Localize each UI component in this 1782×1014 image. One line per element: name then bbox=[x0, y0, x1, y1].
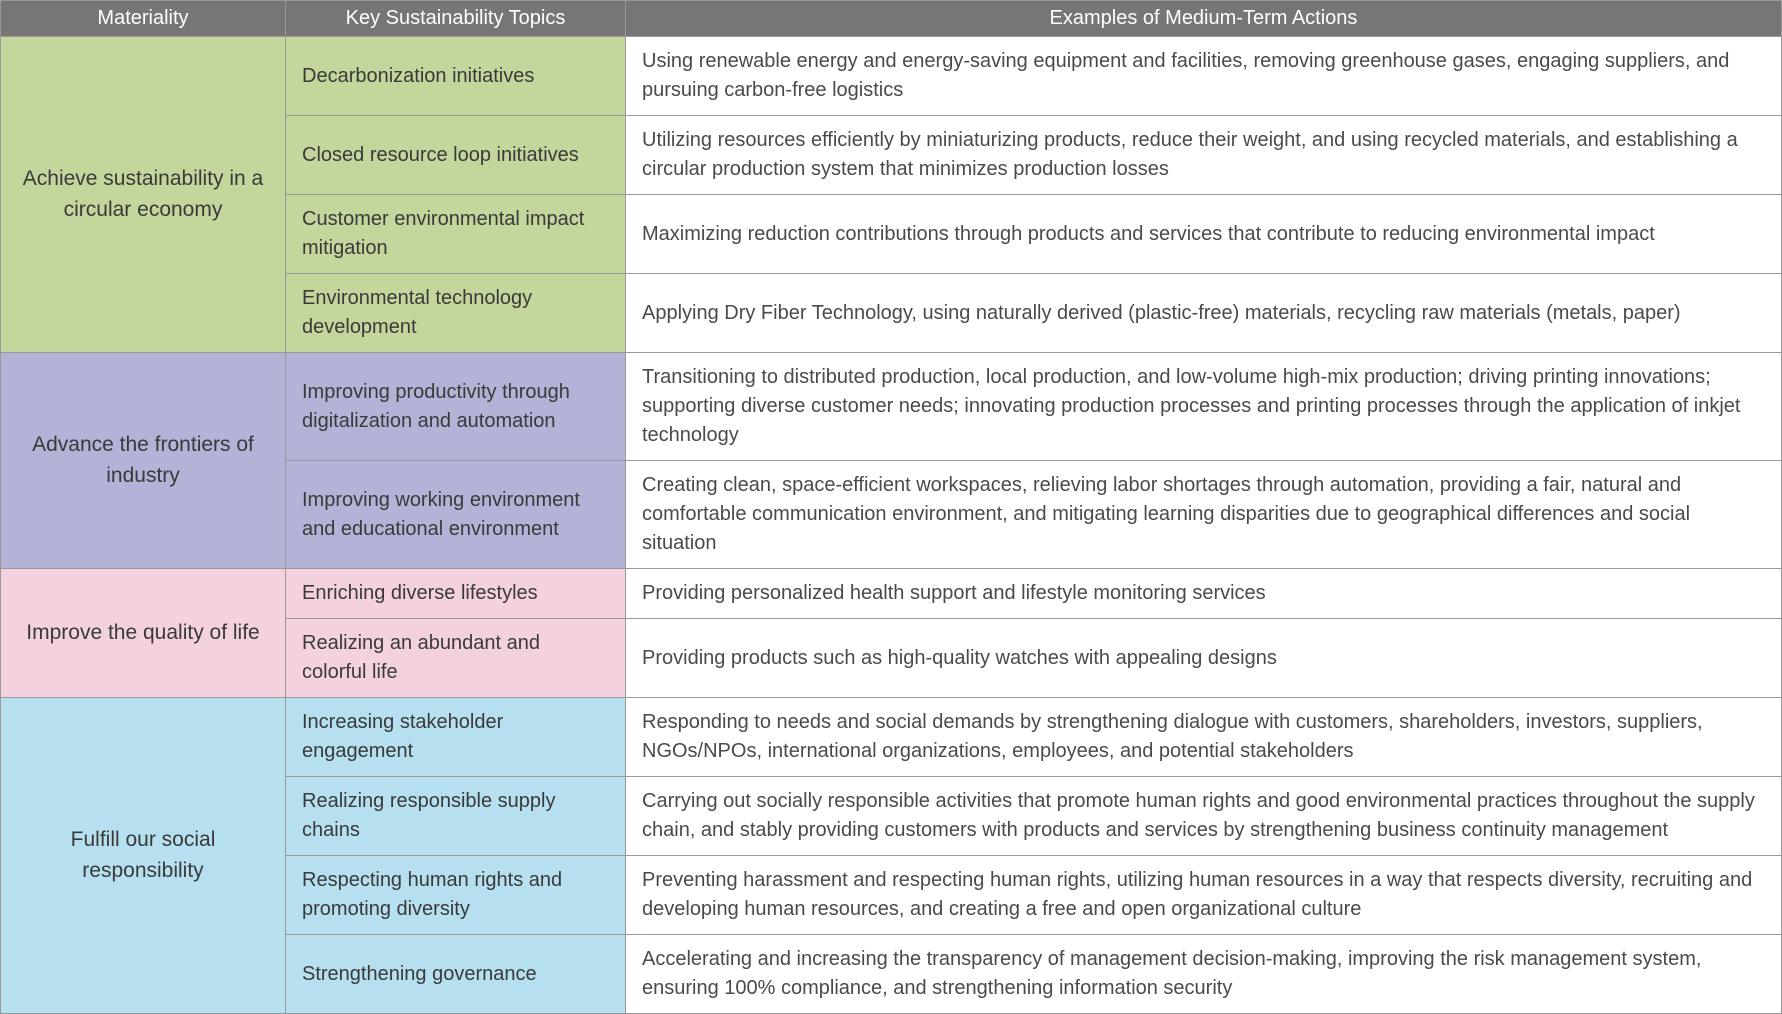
table-header: Materiality Key Sustainability Topics Ex… bbox=[1, 1, 1782, 37]
example-cell: Maximizing reduction contributions throu… bbox=[626, 195, 1782, 274]
topic-cell: Respecting human rights and promoting di… bbox=[286, 856, 626, 935]
materiality-cell: Improve the quality of life bbox=[1, 569, 286, 698]
example-cell: Preventing harassment and respecting hum… bbox=[626, 856, 1782, 935]
header-row: Materiality Key Sustainability Topics Ex… bbox=[1, 1, 1782, 37]
example-cell: Utilizing resources efficiently by minia… bbox=[626, 116, 1782, 195]
example-cell: Responding to needs and social demands b… bbox=[626, 698, 1782, 777]
example-cell: Providing personalized health support an… bbox=[626, 569, 1782, 619]
topic-cell: Enriching diverse lifestyles bbox=[286, 569, 626, 619]
example-cell: Transitioning to distributed production,… bbox=[626, 353, 1782, 461]
header-materiality: Materiality bbox=[1, 1, 286, 37]
topic-cell: Realizing responsible supply chains bbox=[286, 777, 626, 856]
topic-cell: Realizing an abundant and colorful life bbox=[286, 619, 626, 698]
example-cell: Creating clean, space-efficient workspac… bbox=[626, 461, 1782, 569]
topic-cell: Strengthening governance bbox=[286, 935, 626, 1014]
topic-cell: Closed resource loop initiatives bbox=[286, 116, 626, 195]
header-topics: Key Sustainability Topics bbox=[286, 1, 626, 37]
example-cell: Providing products such as high-quality … bbox=[626, 619, 1782, 698]
topic-cell: Environmental technology development bbox=[286, 274, 626, 353]
table-row: Fulfill our social responsibilityIncreas… bbox=[1, 698, 1782, 777]
materiality-cell: Advance the frontiers of industry bbox=[1, 353, 286, 569]
table-row: Achieve sustainability in a circular eco… bbox=[1, 37, 1782, 116]
example-cell: Applying Dry Fiber Technology, using nat… bbox=[626, 274, 1782, 353]
topic-cell: Customer environmental impact mitigation bbox=[286, 195, 626, 274]
topic-cell: Improving working environment and educat… bbox=[286, 461, 626, 569]
sustainability-table: Materiality Key Sustainability Topics Ex… bbox=[0, 0, 1782, 1014]
header-examples: Examples of Medium-Term Actions bbox=[626, 1, 1782, 37]
table-body: Achieve sustainability in a circular eco… bbox=[1, 37, 1782, 1014]
materiality-cell: Fulfill our social responsibility bbox=[1, 698, 286, 1014]
materiality-cell: Achieve sustainability in a circular eco… bbox=[1, 37, 286, 353]
example-cell: Using renewable energy and energy-saving… bbox=[626, 37, 1782, 116]
table-row: Improve the quality of lifeEnriching div… bbox=[1, 569, 1782, 619]
example-cell: Carrying out socially responsible activi… bbox=[626, 777, 1782, 856]
table-row: Advance the frontiers of industryImprovi… bbox=[1, 353, 1782, 461]
example-cell: Accelerating and increasing the transpar… bbox=[626, 935, 1782, 1014]
topic-cell: Improving productivity through digitaliz… bbox=[286, 353, 626, 461]
topic-cell: Increasing stakeholder engagement bbox=[286, 698, 626, 777]
topic-cell: Decarbonization initiatives bbox=[286, 37, 626, 116]
